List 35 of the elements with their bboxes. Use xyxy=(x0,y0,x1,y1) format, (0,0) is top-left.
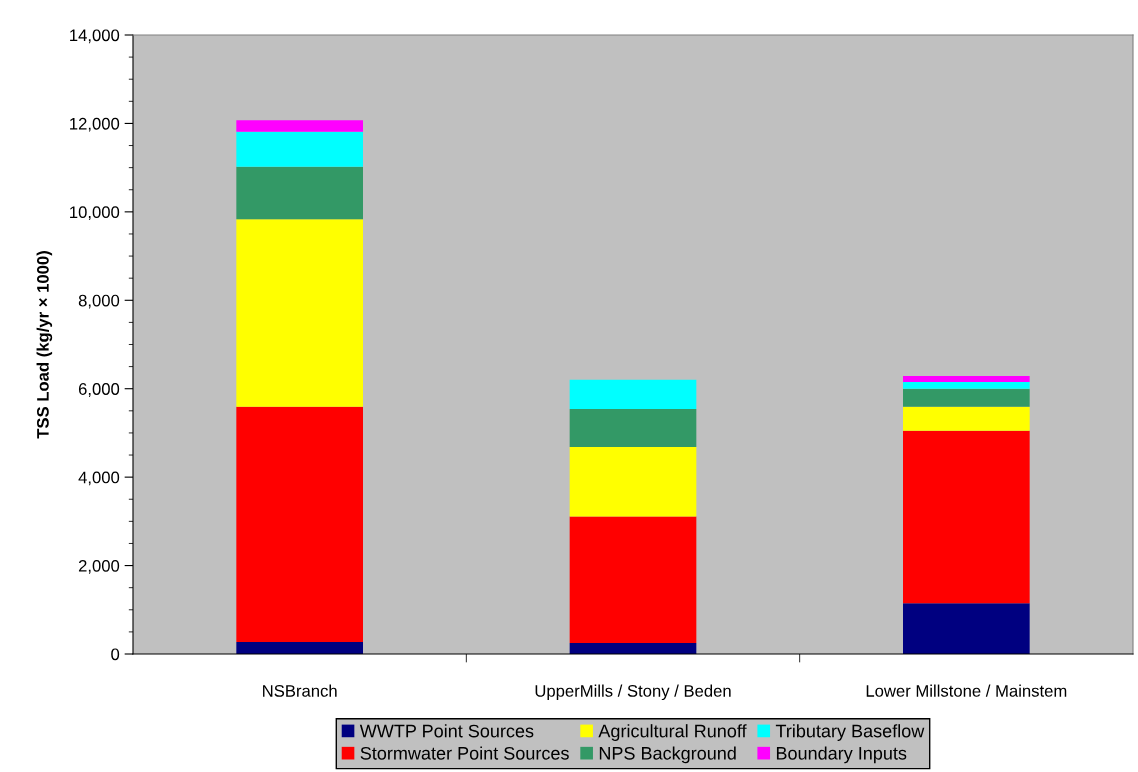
bar xyxy=(903,388,1030,407)
y-tick-label: 12,000 xyxy=(70,117,120,132)
y-tick-label: 10,000 xyxy=(70,206,120,221)
y-tick-label: 4,000 xyxy=(78,471,120,486)
y-tick-label: 2,000 xyxy=(78,559,120,574)
bar xyxy=(903,603,1030,654)
bar xyxy=(569,409,697,448)
legend-label: WWTP Point Sources xyxy=(359,724,534,738)
legend-label: Stormwater Point Sources xyxy=(360,746,569,760)
bar xyxy=(569,516,697,643)
bar xyxy=(236,642,363,654)
bar xyxy=(903,430,1030,604)
legend-label: Agricultural Runoff xyxy=(598,724,747,741)
x-tick-label: UpperMills / Stony / Beden xyxy=(535,684,731,701)
x-tick-label: NSBranch xyxy=(263,684,337,697)
bar xyxy=(903,375,1030,383)
bar xyxy=(903,382,1030,389)
legend-label: NPS Background xyxy=(599,746,736,764)
bar xyxy=(236,131,363,167)
y-tick-label: 14,000 xyxy=(70,29,120,44)
y-axis-title: TSS Load (kg/yr × 1000) xyxy=(36,251,53,439)
x-tick-label: Lower Millstone / Mainstem xyxy=(866,684,1067,697)
bar xyxy=(569,642,697,654)
y-tick-label: 8,000 xyxy=(78,294,120,309)
bar xyxy=(236,166,363,220)
bar xyxy=(236,120,363,132)
legend-label: Tributary Baseflow xyxy=(775,724,925,741)
legend-label: Boundary Inputs xyxy=(776,746,907,764)
bar xyxy=(236,219,363,407)
y-tick-label: 0 xyxy=(111,648,120,661)
bar xyxy=(236,406,363,643)
bar xyxy=(903,406,1030,431)
y-tick-label: 6,000 xyxy=(78,383,120,397)
bar xyxy=(569,379,697,410)
bar xyxy=(569,447,697,517)
